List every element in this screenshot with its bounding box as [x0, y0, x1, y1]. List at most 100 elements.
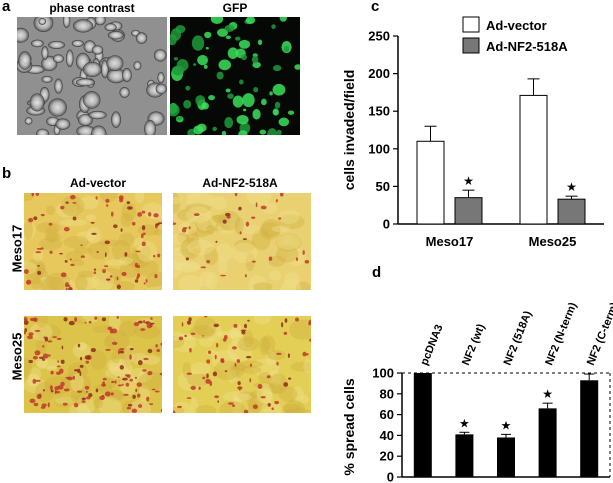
cell-shape — [29, 93, 45, 112]
stained-cell — [34, 329, 41, 332]
stain-shade — [24, 193, 34, 202]
stained-cell — [127, 403, 133, 407]
stained-cell — [28, 359, 33, 364]
stained-cell — [237, 381, 241, 386]
stained-cell — [26, 281, 29, 285]
stain-shade — [217, 258, 228, 275]
stained-cell — [146, 396, 150, 402]
stain-shade — [176, 209, 195, 221]
stained-cell — [181, 228, 187, 233]
stain-shade — [173, 260, 182, 279]
stained-cell — [178, 336, 184, 341]
stain-shade — [137, 240, 158, 262]
stain-shade — [35, 316, 49, 328]
stained-cell — [72, 216, 77, 221]
stained-cell — [73, 402, 79, 408]
stained-cell — [74, 369, 78, 372]
stained-cell — [242, 238, 247, 241]
gfp-cell — [173, 57, 179, 61]
stained-cell — [215, 240, 218, 243]
stain-shade — [93, 397, 104, 409]
stain-shade — [259, 222, 281, 240]
gfp-texture — [170, 17, 300, 135]
stained-cell — [136, 264, 141, 269]
stain-shade — [213, 360, 241, 381]
stained-cell — [102, 381, 106, 387]
stained-cell — [32, 378, 37, 384]
cell-shape — [38, 17, 47, 25]
stained-cell — [84, 385, 90, 390]
stain-shade — [128, 352, 149, 365]
stained-cell — [121, 271, 127, 277]
stain-shade — [240, 366, 262, 374]
stain-shade — [173, 262, 201, 272]
stained-cell — [185, 257, 189, 261]
stain-shade — [177, 370, 204, 391]
stain-shade — [231, 242, 258, 263]
stained-cell — [57, 360, 60, 363]
panel-c-letter: c — [371, 0, 380, 15]
stained-cell — [260, 205, 267, 210]
y-tick-label: 20 — [380, 449, 394, 464]
stain-shade — [190, 397, 199, 413]
gfp-cell — [185, 85, 191, 91]
stained-cell — [154, 274, 158, 279]
stained-cell — [117, 384, 123, 387]
bar — [413, 373, 432, 477]
stained-cell — [95, 196, 98, 200]
stained-cell — [276, 361, 279, 366]
stained-cell — [239, 231, 242, 235]
stain-texture — [173, 316, 311, 413]
stain-shade — [106, 372, 118, 389]
stained-cell — [86, 390, 88, 393]
y-tick-label: 50 — [376, 179, 390, 194]
stained-cell — [27, 335, 33, 340]
stain-shade — [281, 403, 303, 413]
stained-cell — [68, 320, 75, 326]
stained-cell — [24, 317, 28, 321]
stain-shade — [90, 350, 107, 371]
stain-shade — [219, 401, 246, 413]
stained-cell — [143, 319, 146, 324]
stain-shade — [30, 278, 44, 290]
stain-shade — [120, 212, 133, 228]
stain-texture — [24, 193, 162, 290]
stained-cell — [35, 251, 42, 254]
stained-cell — [287, 353, 290, 358]
gfp-cell — [197, 54, 208, 66]
legend-label: Ad-vector — [486, 18, 547, 33]
stain-shade — [186, 193, 214, 208]
stained-cell — [207, 350, 212, 354]
gfp-cell — [195, 95, 206, 106]
stain-shade — [290, 361, 311, 372]
stained-cell — [217, 400, 220, 403]
stained-cell — [260, 396, 266, 399]
panel-c-bar-chart: 0 50 100 150 200 250 cells invaded/field ★ Meso1… — [341, 16, 604, 249]
stained-cell — [65, 287, 68, 290]
b-col-ad-vector: Ad-vector — [69, 176, 126, 190]
y-axis-title: % spread cells — [341, 378, 357, 475]
stained-cell — [304, 259, 310, 264]
stain-shade — [303, 359, 311, 374]
stain-shade — [65, 250, 85, 262]
stained-cell — [80, 244, 83, 247]
stained-cell — [105, 198, 110, 203]
stained-cell — [148, 212, 152, 217]
x-category-label: NF2 (N-term) — [543, 301, 579, 368]
stained-cell — [47, 340, 53, 343]
stain-shade — [275, 245, 299, 263]
stain-shade — [135, 403, 147, 413]
stain-shade — [45, 205, 55, 216]
stained-cell — [42, 389, 45, 392]
y-axis-title: cells invaded/field — [341, 70, 357, 191]
stained-cell — [126, 201, 131, 205]
stained-cell — [214, 395, 219, 399]
stain-shade — [178, 275, 204, 290]
stain-shade — [247, 390, 268, 412]
stain-shade — [265, 349, 276, 366]
cell-shape — [121, 67, 132, 83]
stain-shade — [118, 257, 133, 265]
stained-cell — [281, 322, 284, 328]
stain-shade — [76, 277, 98, 290]
stain-shade — [258, 372, 272, 384]
